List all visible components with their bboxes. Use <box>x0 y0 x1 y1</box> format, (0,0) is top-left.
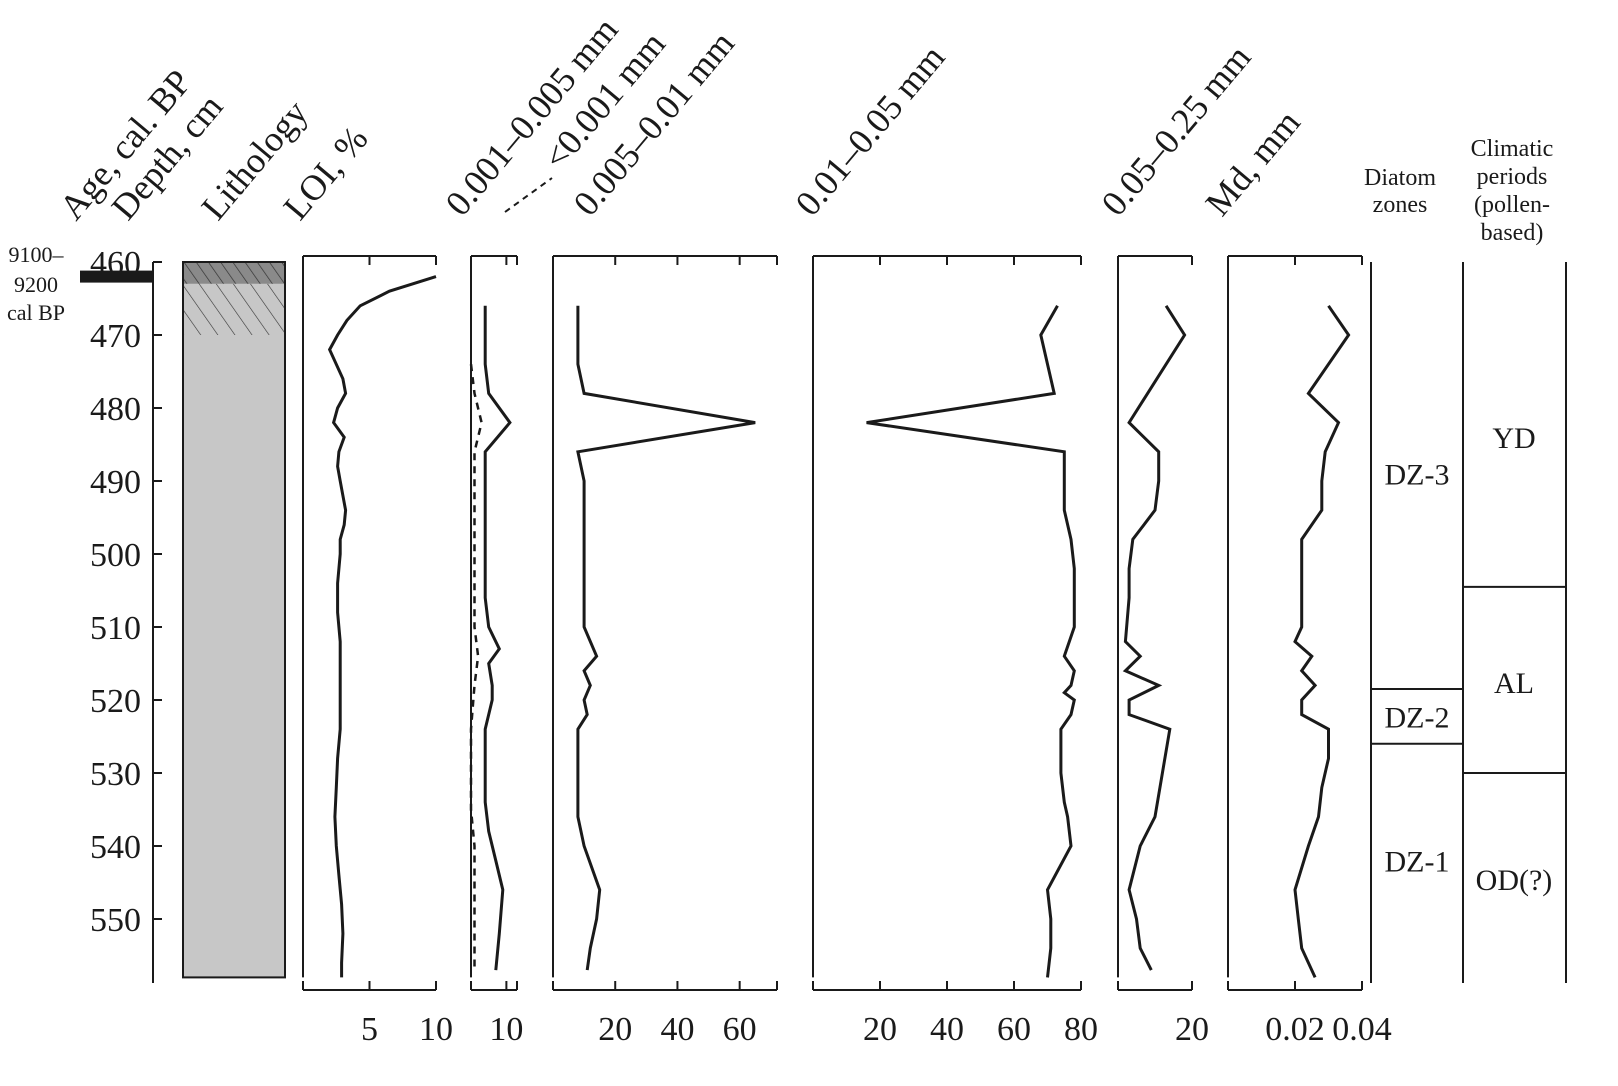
proxy-panels: 5 10 10 20 40 60 20 40 60 80 20 0.02 0.04 <box>302 255 1392 1048</box>
depth-tick-label: 500 <box>90 537 141 574</box>
fine-tick-label: 10 <box>489 1011 523 1048</box>
lithology-unit <box>183 283 285 335</box>
climatic-periods-column: YD AL OD(?) <box>1463 422 1566 897</box>
climatic-period-label: YD <box>1492 422 1535 455</box>
climatic-period-label: AL <box>1494 667 1534 700</box>
age-marker-line2: 9200 <box>14 272 58 297</box>
climatic-title-line1: Climatic <box>1471 136 1554 162</box>
depth-tick-label: 460 <box>90 245 141 282</box>
loi-series-line-0 <box>327 275 437 978</box>
g01-tick-label: 80 <box>1064 1011 1098 1048</box>
md-series-line-0 <box>1293 304 1351 979</box>
fine-series-line-0 <box>483 305 512 971</box>
g01-tick-label: 60 <box>997 1011 1031 1048</box>
fine-panel-dashed-legend-line <box>504 177 553 213</box>
depth-tick-label: 480 <box>90 391 141 428</box>
fine-series-line-1 <box>469 364 483 971</box>
diatom-zones-column: DZ-3 DZ-2 DZ-1 <box>1371 459 1463 879</box>
lithology-unit <box>183 335 285 978</box>
g05-tick-label: 20 <box>1175 1011 1209 1048</box>
depth-tick-label: 530 <box>90 756 141 793</box>
g01-series-line-0 <box>866 305 1076 978</box>
depth-tick-label: 550 <box>90 902 141 939</box>
g005-tick-label: 60 <box>723 1011 757 1048</box>
loi-tick-label: 10 <box>419 1011 453 1048</box>
lithology-unit <box>183 262 285 284</box>
depth-tick-label: 470 <box>90 318 141 355</box>
g005-tick-label: 20 <box>598 1011 632 1048</box>
g005-series-line-0 <box>576 305 756 971</box>
loi-tick-label: 5 <box>361 1011 378 1048</box>
climatic-period-label: OD(?) <box>1476 864 1553 897</box>
g01-tick-label: 40 <box>930 1011 964 1048</box>
lithology-column <box>182 261 286 979</box>
age-marker-bar <box>80 270 153 283</box>
diatom-zones-title-line2: zones <box>1373 192 1428 218</box>
depth-tick-label: 510 <box>90 610 141 647</box>
climatic-title-line4: based) <box>1481 220 1544 246</box>
diatom-zone-label: DZ-3 <box>1385 459 1450 492</box>
climatic-title-line3: (pollen- <box>1474 192 1550 218</box>
age-marker-line1: 9100– <box>9 242 65 267</box>
depth-tick-label: 490 <box>90 464 141 501</box>
g01-panel-title: 0.01–0.05 mm <box>787 37 952 223</box>
depth-tick-label: 520 <box>90 683 141 720</box>
climatic-title-line2: periods <box>1477 164 1548 190</box>
md-tick-label: 0.02 <box>1265 1011 1325 1048</box>
lithology-border <box>182 261 286 979</box>
g005-tick-label: 40 <box>660 1011 694 1048</box>
g01-tick-label: 20 <box>863 1011 897 1048</box>
depth-tick-label: 540 <box>90 829 141 866</box>
diatom-zone-label: DZ-2 <box>1385 701 1450 734</box>
g05-series-line-0 <box>1122 304 1187 971</box>
diatom-zone-label: DZ-1 <box>1385 846 1450 879</box>
age-marker-line3: cal BP <box>7 300 65 325</box>
diatom-zones-title-line1: Diatom <box>1364 165 1436 191</box>
depth-axis-ticks: 460 470 480 490 500 510 520 530 540 550 <box>90 245 162 939</box>
md-panel-title: Md, mm <box>1197 102 1307 223</box>
md-tick-label: 0.04 <box>1332 1011 1392 1048</box>
